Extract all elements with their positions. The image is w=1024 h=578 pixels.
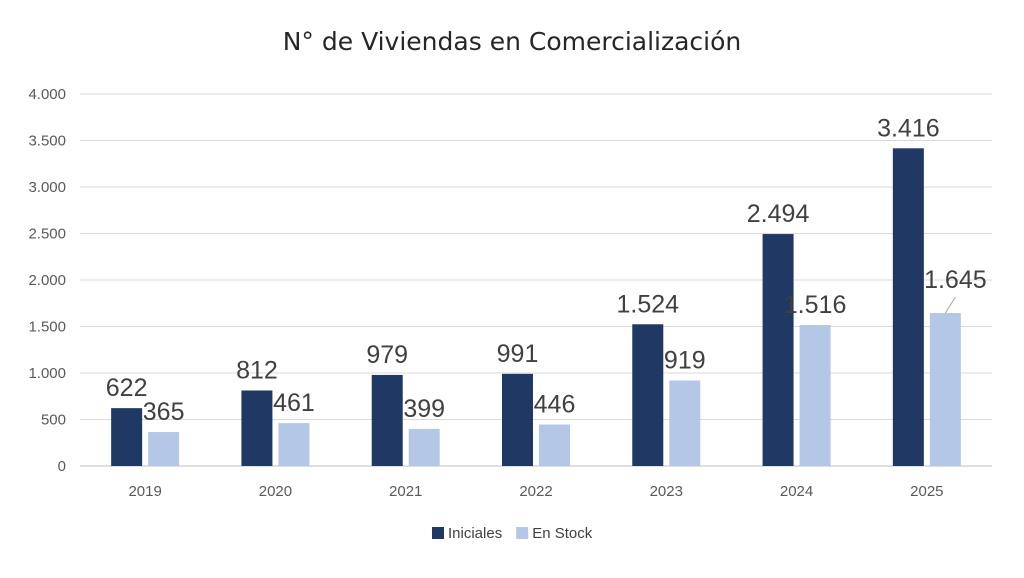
data-label: 399 xyxy=(403,395,445,423)
data-label: 365 xyxy=(143,398,185,426)
data-label: 1.524 xyxy=(617,290,680,318)
data-label: 979 xyxy=(366,341,408,369)
y-tick-label: 500 xyxy=(41,412,66,429)
y-tick-label: 3.000 xyxy=(28,179,66,196)
legend-swatch xyxy=(516,527,529,539)
y-axis: 0 500 1.000 1.500 2.000 2.500 3.000 3.500 4.000 xyxy=(28,86,66,475)
legend-label: Iniciales xyxy=(448,525,502,542)
bar-en-stock xyxy=(408,428,440,466)
data-label: 812 xyxy=(236,356,278,384)
gridlines xyxy=(80,93,992,467)
legend: Iniciales En Stock xyxy=(432,525,593,542)
data-label: 1.516 xyxy=(784,291,847,319)
bar-en-stock xyxy=(278,423,310,466)
y-tick-label: 3.500 xyxy=(28,133,66,150)
data-label: 919 xyxy=(664,347,706,375)
x-tick-label: 2025 xyxy=(910,483,943,500)
data-label: 991 xyxy=(497,340,539,368)
bar-en-stock xyxy=(929,313,961,466)
data-label: 3.416 xyxy=(877,114,940,142)
y-tick-label: 4.000 xyxy=(28,86,66,103)
bar-en-stock xyxy=(148,432,180,466)
data-label: 446 xyxy=(534,391,576,419)
bar-iniciales xyxy=(502,373,533,466)
data-label: 2.494 xyxy=(747,200,810,228)
data-label-leader-line xyxy=(944,296,956,314)
bar-iniciales xyxy=(111,408,143,466)
x-axis: 2019 2020 2021 2022 2023 2024 2025 xyxy=(128,483,943,500)
data-label: 461 xyxy=(273,389,315,417)
x-tick-label: 2019 xyxy=(128,483,161,500)
data-label: 1.645 xyxy=(924,266,987,294)
y-tick-label: 2.500 xyxy=(28,226,66,243)
data-label: 622 xyxy=(106,374,148,402)
y-tick-label: 1.500 xyxy=(28,319,66,336)
y-tick-label: 2.000 xyxy=(28,272,66,289)
legend-label: En Stock xyxy=(532,525,593,542)
x-tick-label: 2022 xyxy=(519,483,552,500)
bar-iniciales xyxy=(892,148,924,466)
legend-swatch xyxy=(432,527,444,539)
bar-en-stock xyxy=(669,380,701,466)
bar-iniciales xyxy=(241,390,273,466)
bar-iniciales xyxy=(762,234,794,466)
x-tick-label: 2020 xyxy=(259,483,292,500)
y-tick-label: 0 xyxy=(58,458,66,475)
bars xyxy=(111,148,961,466)
chart-title: N° de Viviendas en Comercialización xyxy=(283,27,742,56)
x-tick-label: 2021 xyxy=(389,483,422,500)
y-tick-label: 1.000 xyxy=(28,365,66,382)
bar-en-stock xyxy=(799,325,831,466)
x-tick-label: 2023 xyxy=(650,483,683,500)
x-tick-label: 2024 xyxy=(780,483,813,500)
bar-iniciales xyxy=(632,324,664,466)
bar-en-stock xyxy=(539,424,570,466)
bar-iniciales xyxy=(371,374,403,466)
